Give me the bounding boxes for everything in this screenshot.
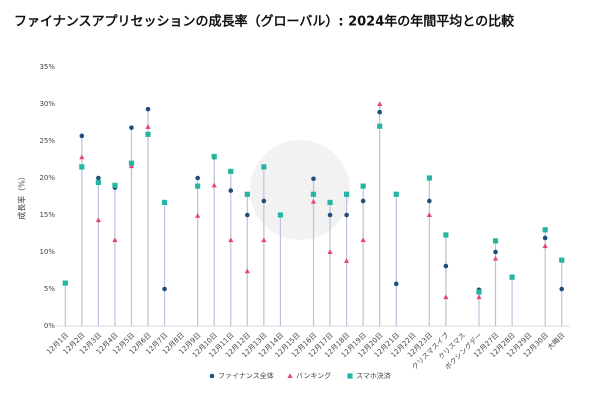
legend-label: スマホ決済 [356, 371, 391, 380]
dot [195, 175, 200, 181]
y-tick-label: 10% [39, 248, 55, 256]
square [393, 191, 399, 197]
square [476, 289, 482, 295]
y-tick-label: 25% [39, 137, 55, 145]
legend-label: バンキング [296, 371, 331, 380]
dot [377, 109, 382, 115]
dot [96, 175, 101, 181]
triangle [228, 237, 234, 243]
square [128, 160, 135, 166]
legend-label: ファイナンス全体 [218, 371, 274, 380]
triangle [287, 373, 293, 378]
dot [311, 176, 316, 182]
square [347, 373, 353, 379]
triangle [261, 237, 267, 243]
dot [427, 198, 432, 204]
triangle [195, 212, 201, 218]
dot [542, 235, 548, 241]
triangle [79, 154, 85, 160]
square [277, 212, 284, 218]
triangle [95, 217, 101, 223]
dot [344, 212, 349, 218]
dot [559, 286, 565, 292]
triangle [343, 258, 350, 263]
y-tick-label: 30% [39, 100, 55, 108]
dot [209, 373, 215, 379]
square [377, 123, 383, 129]
square [95, 179, 101, 186]
square [360, 183, 366, 189]
triangle [443, 294, 449, 300]
y-tick-label: 20% [39, 174, 55, 182]
triangle [426, 212, 432, 217]
dot [327, 212, 333, 218]
square [195, 183, 201, 189]
triangle [492, 255, 499, 261]
triangle [542, 243, 548, 249]
square [443, 232, 449, 238]
dot [443, 263, 449, 269]
triangle [244, 268, 250, 274]
square [261, 164, 267, 170]
square [145, 131, 151, 137]
square [542, 227, 548, 233]
square [426, 175, 432, 181]
square [211, 153, 217, 160]
square [62, 280, 68, 286]
triangle [327, 249, 333, 254]
triangle [211, 182, 217, 188]
square [509, 274, 515, 280]
square [492, 238, 499, 244]
dot [261, 198, 267, 204]
triangle [310, 198, 317, 204]
square [228, 168, 234, 174]
watermark [250, 140, 350, 240]
dot [228, 188, 234, 193]
square [559, 257, 565, 263]
dot [145, 106, 151, 112]
triangle [145, 124, 151, 129]
dot [79, 133, 85, 139]
dot [493, 249, 498, 255]
x-tick-label: 大晦日 [545, 330, 566, 351]
square [161, 199, 168, 206]
dot [162, 286, 167, 292]
square [79, 164, 85, 170]
square [343, 191, 350, 197]
y-tick-label: 35% [39, 63, 55, 71]
y-tick-label: 0% [44, 322, 55, 330]
dot [129, 125, 134, 130]
triangle [360, 237, 366, 243]
y-axis-label: 成長率（%） [17, 172, 27, 220]
square [327, 199, 333, 206]
square [244, 191, 250, 197]
triangle [112, 237, 118, 243]
dot [360, 198, 366, 204]
y-tick-label: 5% [44, 285, 55, 293]
dot [393, 281, 399, 287]
chart-title: ファイナンスアプリセッションの成長率（グローバル）: 2024年の年間平均との比… [14, 14, 515, 30]
square [310, 191, 317, 197]
dot [245, 212, 250, 218]
triangle [476, 294, 482, 300]
triangle [377, 101, 383, 106]
square [112, 182, 118, 188]
y-tick-label: 15% [39, 211, 55, 219]
